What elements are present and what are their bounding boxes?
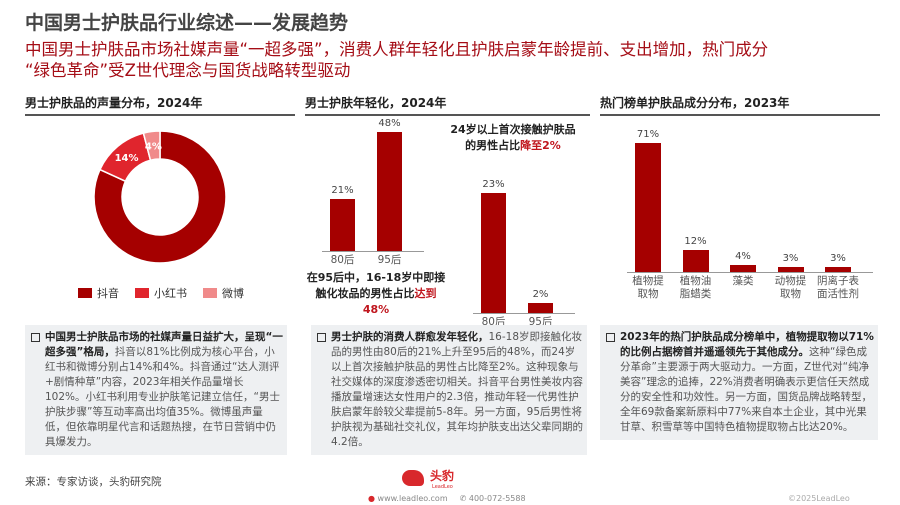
bar: [825, 266, 851, 272]
bar: [635, 142, 661, 272]
bar-value-label: 3%: [830, 252, 846, 264]
website-link[interactable]: ● www.leadleo.com: [368, 494, 448, 504]
bar-value-label: 71%: [636, 128, 660, 140]
bar-value-label: 3%: [782, 252, 799, 264]
footer-contact: ● www.leadleo.com ✆ 400-072-5588: [368, 494, 526, 504]
legend-label: 小红书: [154, 287, 187, 300]
phone: ✆ 400-072-5588: [460, 494, 526, 504]
text-box-voice: 中国男士护肤品市场的社媒声量日益扩大，呈现“一超多强”格局，抖音以81%比例成为…: [25, 325, 287, 455]
page-title: 中国男士护肤品行业综述——发展趋势: [25, 12, 349, 34]
bar-value-label: 23%: [482, 179, 505, 191]
text-bold: 中国男士护肤品市场的社媒声量日益扩大，呈现“一超多强”格局，: [45, 331, 283, 358]
donut-legend: 抖音 小红书 微博: [78, 285, 244, 301]
x-tick-label: 95后: [377, 254, 402, 266]
source-note: 来源：专家访谈，头豹研究院: [25, 476, 162, 488]
text-body: 抖音以81%比例成为核心平台，小红书和微博分别占14%和4%。抖音通过“达人测评…: [45, 346, 280, 448]
checkbox-bullet-icon: [317, 333, 326, 342]
text-body: 这种“绿色成分革命”主要源于两大驱动力。一方面，Z世代对“纯净美容”理念的追捧，…: [620, 346, 872, 433]
legend-item-xiaohongshu: 小红书: [135, 285, 187, 301]
annotation-text: 在95后中，16-18岁中即接触化妆品的男性占比: [306, 271, 446, 300]
text-bold: 男士护肤的消费人群愈发年轻化，: [331, 331, 489, 343]
bar: [682, 250, 709, 272]
panel-header-youth: 男士护肤年轻化，2024年: [305, 94, 590, 116]
bar: [730, 264, 756, 272]
copyright: ©2025LeadLeo: [788, 494, 850, 503]
x-tick-label: 植物提 取物: [632, 275, 664, 300]
panel-header-ingredients: 热门榜单护肤品成分分布，2023年: [600, 94, 880, 116]
logo-text-en: LeadLeo: [432, 484, 453, 490]
bar: [481, 193, 506, 313]
phone-icon: ✆: [459, 494, 467, 503]
x-tick-label: 80后: [330, 254, 355, 266]
annotation-highlight: 达到48%: [362, 287, 437, 316]
subtitle-line-2: “绿色革命”受Z世代理念与国货战略转型驱动: [25, 61, 351, 80]
donut-slice-2: [142, 130, 161, 162]
annotation-highlight: 降至2%: [520, 139, 561, 152]
x-tick-label: 动物提 取物: [774, 275, 807, 300]
bar-value-label: 2%: [532, 288, 549, 300]
legend-swatch: [78, 288, 92, 298]
annotation-48: 在95后中，16-18岁中即接触化妆品的男性占比达到48%: [305, 270, 447, 318]
legend-item-douyin: 抖音: [78, 285, 119, 301]
annotation-text: 24岁以上首次接触护肤品的男性占比: [450, 123, 576, 152]
bar-value-label: 12%: [684, 236, 707, 248]
donut-label: 14%: [115, 153, 139, 164]
phone-text: 400-072-5588: [468, 494, 526, 503]
leopard-logo-icon: [402, 470, 424, 486]
logo-text: 头豹: [430, 469, 455, 483]
x-axis: [322, 251, 424, 252]
x-axis: [473, 313, 575, 314]
donut-label: 81%: [204, 273, 228, 277]
donut-chart: 81% 14% 4%: [93, 130, 228, 277]
globe-icon: ●: [368, 494, 375, 503]
legend-swatch: [203, 288, 217, 298]
text-body: 16-18岁即接触化妆品的男性由80后的21%上升至95后的48%，而24岁以上…: [331, 331, 583, 448]
text-box-ingredients: 2023年的热门护肤品成分榜单中，植物提取物以71%的比例占据榜首并遥遥领先于其…: [600, 325, 878, 440]
x-tick-label: 植物油 脂蜡类: [679, 275, 712, 300]
legend-item-weibo: 微博: [203, 285, 244, 301]
donut-slice-0: [93, 130, 227, 264]
checkbox-bullet-icon: [606, 333, 615, 342]
checkbox-bullet-icon: [31, 333, 40, 342]
legend-label: 微博: [222, 287, 244, 300]
subtitle-line-1: 中国男士护肤品市场社媒声量“一超多强”，消费人群年轻化且护肤启蒙年龄提前、支出增…: [25, 40, 769, 59]
x-tick-label: 阴离子表 面活性剂: [817, 275, 859, 300]
annotation-2: 24岁以上首次接触护肤品的男性占比降至2%: [448, 122, 578, 154]
text-bold: 2023年的热门护肤品成分榜单中，植物提取物以71%的比例占据榜首并遥遥领先于其…: [620, 331, 874, 358]
text-box-youth: 男士护肤的消费人群愈发年轻化，16-18岁即接触化妆品的男性由80后的21%上升…: [311, 325, 587, 455]
legend-swatch: [135, 288, 149, 298]
bar: [777, 266, 804, 272]
x-axis: [627, 272, 873, 273]
website-text: www.leadleo.com: [377, 494, 448, 503]
bar: [377, 131, 402, 251]
bar: [330, 198, 355, 251]
donut-label: 4%: [145, 141, 162, 152]
bar: [528, 302, 553, 313]
legend-label: 抖音: [97, 287, 119, 300]
bar-value-label: 48%: [378, 117, 401, 129]
bar-value-label: 4%: [735, 250, 751, 262]
bar-value-label: 21%: [331, 184, 354, 196]
x-tick-label: 藻类: [732, 275, 754, 287]
panel-header-voice: 男士护肤品的声量分布，2024年: [25, 94, 295, 116]
